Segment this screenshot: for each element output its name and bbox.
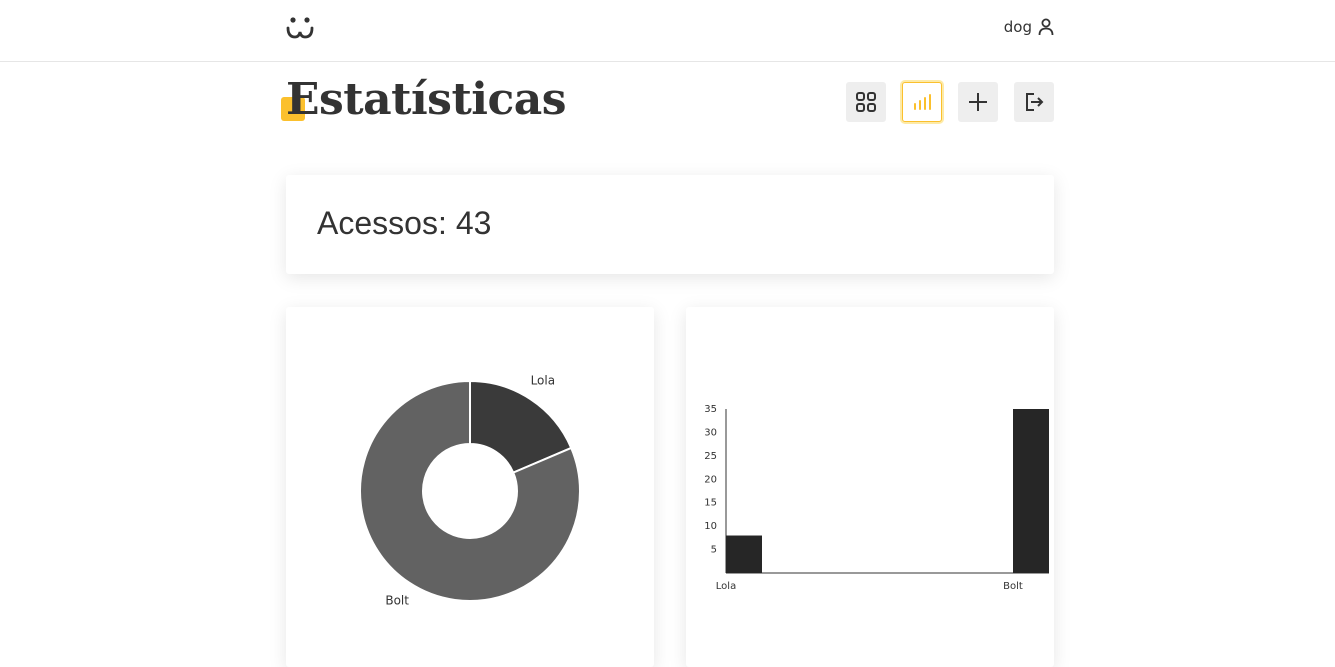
- username-label: dog: [1003, 18, 1032, 36]
- access-label: Acessos:: [317, 205, 447, 241]
- access-value: 43: [455, 205, 492, 241]
- feed-button[interactable]: [846, 82, 886, 122]
- access-card: Acessos: 43: [286, 175, 1054, 274]
- y-tick-label: 25: [704, 451, 717, 462]
- y-tick-label: 15: [704, 498, 717, 509]
- grid-icon: [856, 92, 876, 112]
- plus-icon: [969, 93, 987, 111]
- y-tick-label: 30: [704, 427, 717, 438]
- add-photo-button[interactable]: [958, 82, 998, 122]
- title-accent-square: [281, 97, 305, 121]
- access-count: Acessos: 43: [317, 205, 491, 242]
- pie-slice-bolt: [359, 379, 581, 602]
- y-tick-label: 35: [704, 404, 717, 415]
- user-icon: [1038, 18, 1054, 36]
- stats-button[interactable]: [902, 82, 942, 122]
- pie-chart-card: Lola Bolt: [286, 307, 654, 667]
- page-title-wrap: Estatísticas: [281, 74, 567, 126]
- pie-label-bolt: Bolt: [385, 594, 409, 608]
- pie-slice-lola: [469, 379, 573, 474]
- y-tick-label: 20: [704, 474, 717, 485]
- account-nav: [846, 82, 1054, 122]
- logout-button[interactable]: [1014, 82, 1054, 122]
- donut-chart: Lola Bolt: [359, 373, 581, 608]
- bar-bolt: [1013, 409, 1049, 573]
- page-title: Estatísticas: [286, 74, 567, 125]
- bar-chart-card: 5 10 15 20 25 30 35 Lola Bolt: [686, 307, 1054, 667]
- x-tick-label-lola: Lola: [716, 581, 736, 592]
- bar-lola: [726, 535, 762, 573]
- y-tick-label: 10: [704, 521, 717, 532]
- x-tick-label-bolt: Bolt: [1003, 581, 1023, 592]
- user-menu[interactable]: dog: [1004, 18, 1054, 36]
- y-tick-label: 5: [711, 545, 717, 556]
- logout-icon: [1026, 93, 1044, 111]
- top-header: dog: [0, 0, 1335, 62]
- pie-label-lola: Lola: [531, 373, 556, 387]
- bar-chart: 5 10 15 20 25 30 35 Lola Bolt: [704, 404, 1049, 592]
- bar-chart-icon: [914, 94, 931, 110]
- dog-face-icon[interactable]: [286, 16, 314, 40]
